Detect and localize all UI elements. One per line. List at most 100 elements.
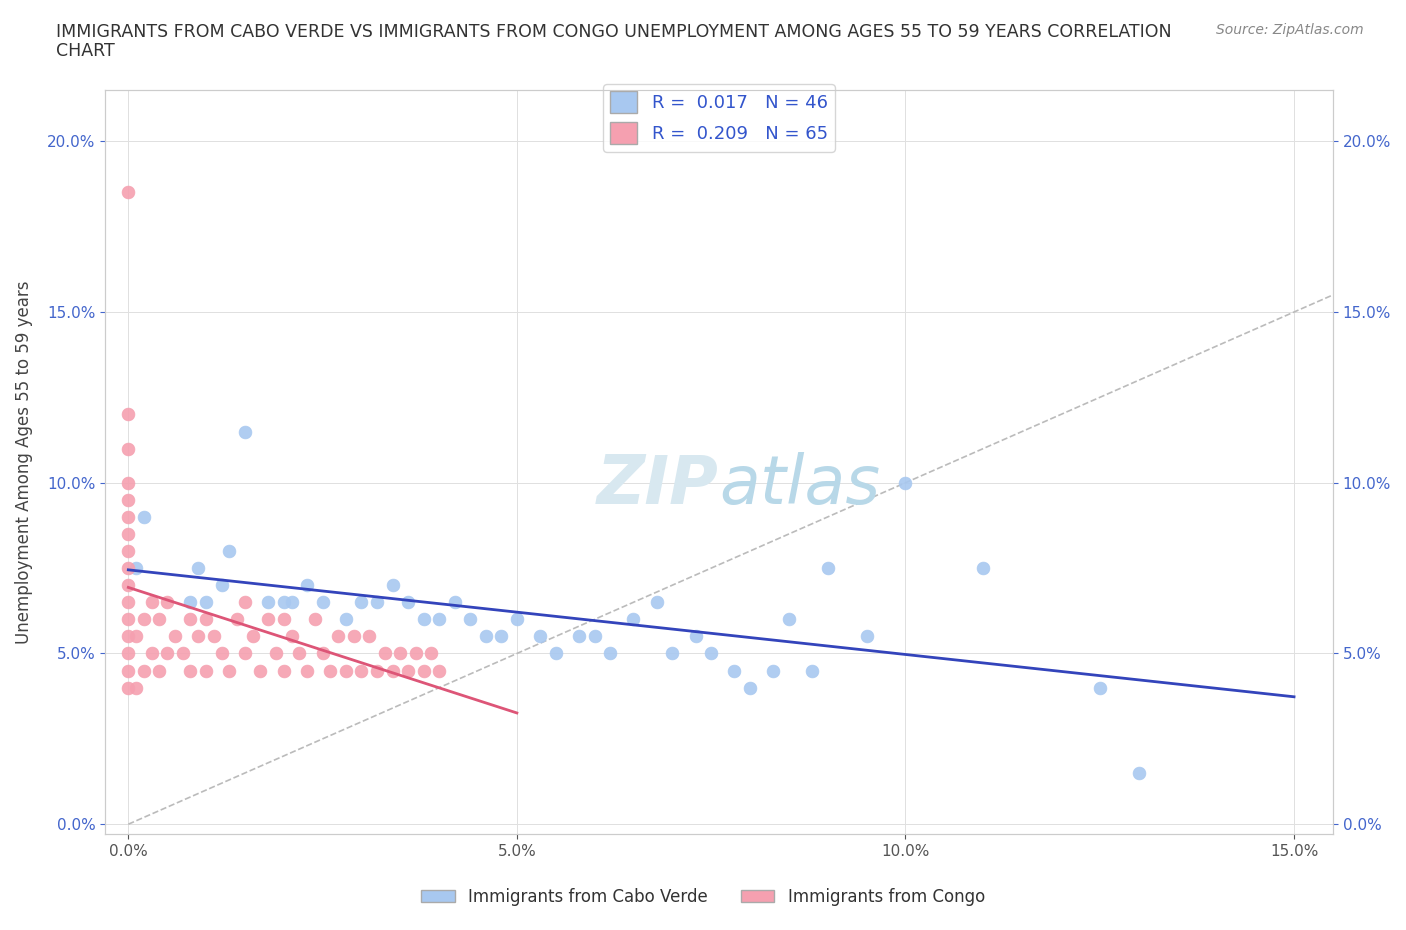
Point	[427, 663, 450, 678]
Point	[148, 612, 170, 627]
Point	[700, 646, 723, 661]
Point	[156, 595, 179, 610]
Point	[257, 612, 280, 627]
Point	[855, 629, 877, 644]
Point	[117, 407, 139, 422]
Point	[117, 561, 139, 576]
Point	[1128, 765, 1150, 780]
Point	[762, 663, 785, 678]
Point	[335, 612, 357, 627]
Point	[132, 663, 155, 678]
Point	[132, 612, 155, 627]
Point	[117, 612, 139, 627]
Point	[117, 629, 139, 644]
Point	[304, 612, 326, 627]
Text: IMMIGRANTS FROM CABO VERDE VS IMMIGRANTS FROM CONGO UNEMPLOYMENT AMONG AGES 55 T: IMMIGRANTS FROM CABO VERDE VS IMMIGRANTS…	[56, 23, 1171, 41]
Point	[202, 629, 225, 644]
Point	[529, 629, 551, 644]
Point	[738, 680, 761, 695]
Point	[226, 612, 249, 627]
Point	[583, 629, 606, 644]
Point	[623, 612, 645, 627]
Point	[117, 544, 139, 559]
Point	[257, 595, 280, 610]
Point	[218, 544, 240, 559]
Point	[972, 561, 994, 576]
Point	[295, 578, 318, 592]
Point	[359, 629, 381, 644]
Point	[156, 646, 179, 661]
Point	[141, 595, 163, 610]
Point	[1088, 680, 1111, 695]
Point	[117, 510, 139, 525]
Point	[163, 629, 186, 644]
Point	[273, 663, 295, 678]
Point	[233, 646, 256, 661]
Point	[288, 646, 311, 661]
Point	[319, 663, 342, 678]
Point	[778, 612, 800, 627]
Point	[117, 441, 139, 456]
Point	[148, 663, 170, 678]
Point	[211, 646, 233, 661]
Point	[195, 663, 218, 678]
Point	[381, 578, 404, 592]
Text: Source: ZipAtlas.com: Source: ZipAtlas.com	[1216, 23, 1364, 37]
Point	[117, 578, 139, 592]
Point	[350, 595, 373, 610]
Point	[343, 629, 366, 644]
Point	[599, 646, 621, 661]
Point	[280, 629, 302, 644]
Point	[661, 646, 683, 661]
Y-axis label: Unemployment Among Ages 55 to 59 years: Unemployment Among Ages 55 to 59 years	[15, 281, 32, 644]
Point	[264, 646, 287, 661]
Point	[125, 629, 148, 644]
Point	[218, 663, 240, 678]
Point	[117, 526, 139, 541]
Text: atlas: atlas	[718, 452, 880, 518]
Point	[801, 663, 824, 678]
Point	[420, 646, 443, 661]
Point	[506, 612, 529, 627]
Point	[249, 663, 271, 678]
Point	[458, 612, 481, 627]
Point	[350, 663, 373, 678]
Point	[179, 595, 201, 610]
Point	[117, 492, 139, 507]
Point	[179, 663, 201, 678]
Point	[187, 629, 209, 644]
Point	[132, 510, 155, 525]
Point	[117, 663, 139, 678]
Point	[412, 612, 434, 627]
Point	[389, 646, 412, 661]
Point	[273, 612, 295, 627]
Point	[280, 595, 302, 610]
Point	[273, 595, 295, 610]
Point	[475, 629, 498, 644]
Point	[723, 663, 745, 678]
Point	[817, 561, 839, 576]
Point	[172, 646, 194, 661]
Point	[195, 612, 218, 627]
Point	[195, 595, 218, 610]
Point	[141, 646, 163, 661]
Point	[311, 646, 333, 661]
Text: ZIP: ZIP	[598, 452, 718, 518]
Point	[427, 612, 450, 627]
Point	[311, 595, 333, 610]
Point	[125, 561, 148, 576]
Point	[211, 578, 233, 592]
Point	[117, 646, 139, 661]
Point	[491, 629, 513, 644]
Point	[117, 475, 139, 490]
Point	[381, 663, 404, 678]
Point	[412, 663, 434, 678]
Legend: Immigrants from Cabo Verde, Immigrants from Congo: Immigrants from Cabo Verde, Immigrants f…	[415, 881, 991, 912]
Point	[233, 595, 256, 610]
Point	[179, 612, 201, 627]
Point	[894, 475, 917, 490]
Point	[117, 185, 139, 200]
Point	[242, 629, 264, 644]
Point	[233, 424, 256, 439]
Point	[396, 663, 419, 678]
